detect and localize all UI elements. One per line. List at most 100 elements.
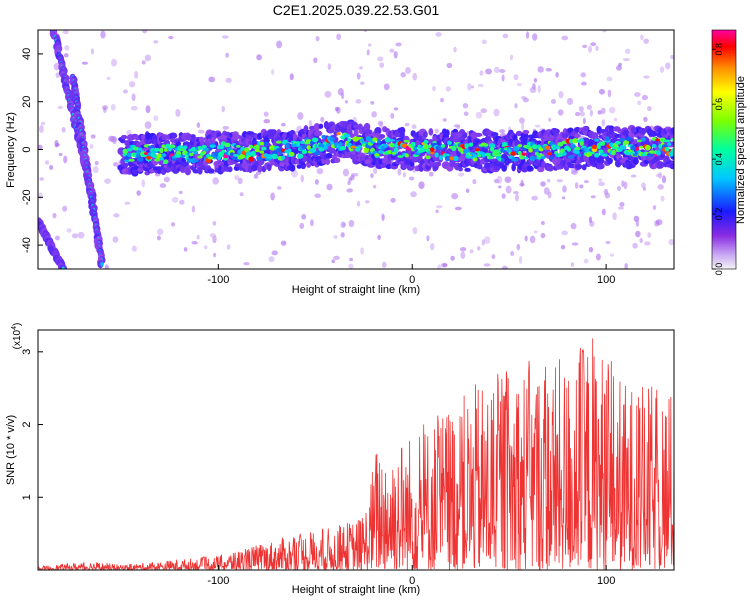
heatmap-cell [197, 155, 203, 159]
heatmap-speckle [499, 129, 506, 134]
heatmap-cell [296, 164, 302, 169]
heatmap-cell [363, 149, 369, 154]
heatmap-speckle [516, 243, 521, 251]
heatmap-speckle [598, 178, 603, 182]
heatmap-cell [159, 147, 164, 154]
heatmap-speckle [320, 116, 325, 123]
heatmap-speckle [501, 193, 506, 199]
heatmap-cell [343, 133, 351, 138]
heatmap-speckle [498, 185, 502, 189]
heatmap-speckle [110, 104, 116, 111]
heatmap-speckle [271, 250, 278, 256]
heatmap-cell [594, 138, 600, 142]
heatmap-speckle [196, 122, 201, 128]
heatmap-cell [546, 164, 555, 172]
heatmap-speckle [514, 103, 518, 109]
heatmap-speckle [465, 188, 470, 193]
heatmap-speckle [243, 262, 250, 266]
heatmap-speckle [377, 234, 381, 240]
heatmap-speckle [469, 249, 474, 254]
heatmap-cell [453, 135, 461, 143]
heatmap-speckle [655, 173, 663, 178]
heatmap-speckle [440, 97, 444, 103]
spectrogram-y-tick-label: 0 [21, 146, 33, 152]
heatmap-cell [476, 163, 483, 170]
heatmap-speckle [77, 231, 85, 239]
heatmap-speckle [550, 98, 557, 105]
heatmap-speckle [451, 192, 459, 200]
heatmap-speckle [582, 44, 588, 49]
heatmap-cell [434, 161, 442, 167]
heatmap-cell [244, 147, 250, 152]
heatmap-speckle [123, 89, 128, 94]
heatmap-speckle [647, 106, 652, 112]
heatmap-cell [567, 155, 575, 159]
heatmap-cell [474, 132, 483, 137]
heatmap-speckle [426, 235, 430, 242]
heatmap-cell [221, 149, 226, 154]
snr-x-tick-label: -100 [207, 575, 229, 587]
heatmap-cell [391, 151, 397, 155]
heatmap-cell [630, 145, 636, 151]
heatmap-cell [267, 163, 272, 172]
heatmap-speckle [598, 181, 605, 187]
heatmap-speckle [504, 176, 512, 184]
heatmap-speckle [379, 62, 385, 68]
heatmap-speckle [571, 170, 578, 176]
heatmap-speckle [348, 177, 353, 182]
heatmap-cell [163, 159, 169, 165]
heatmap-speckle [540, 221, 545, 226]
snr-y-tick-label: 3 [21, 349, 33, 355]
heatmap-speckle [434, 128, 440, 134]
heatmap-speckle [131, 245, 138, 252]
spectrogram-x-ticks: -100 0 100 [207, 264, 615, 286]
heatmap-speckle [529, 86, 537, 93]
heatmap-speckle [327, 63, 332, 71]
heatmap-cell [306, 145, 311, 150]
heatmap-cell [515, 139, 521, 146]
heatmap-speckle [402, 172, 407, 178]
heatmap-speckle [475, 111, 483, 119]
heatmap-cell [411, 157, 418, 163]
heatmap-speckle [226, 244, 231, 250]
heatmap-speckle [571, 242, 579, 246]
spectrogram-panel: -100 0 100 -40 -20 0 20 40 Height of straight … [5, 29, 675, 296]
heatmap-speckle [40, 121, 46, 126]
heatmap-speckle [579, 184, 584, 189]
heatmap-cell [481, 152, 487, 158]
heatmap-speckle [112, 136, 117, 145]
heatmap-cell [632, 153, 638, 157]
heatmap-speckle [371, 111, 377, 118]
heatmap-cell [635, 146, 640, 151]
heatmap-speckle [453, 124, 461, 128]
heatmap-speckle [642, 187, 647, 191]
colorbar-label: Normalized spectral amplitude [735, 76, 747, 224]
heatmap-cell [181, 161, 189, 167]
heatmap-cell [136, 150, 141, 156]
heatmap-cell [350, 145, 357, 149]
heatmap-speckle [613, 117, 618, 122]
heatmap-cell [309, 147, 317, 154]
heatmap-speckle [595, 45, 599, 51]
colorbar-tick-label: 0.6 [714, 98, 724, 111]
heatmap-speckle [348, 263, 354, 269]
heatmap-cell [269, 159, 275, 166]
heatmap-speckle [405, 67, 411, 74]
heatmap-speckle [271, 68, 275, 75]
heatmap-speckle [141, 60, 146, 65]
heatmap-speckle [175, 108, 181, 117]
heatmap-cell [245, 151, 253, 157]
heatmap-cell [175, 154, 182, 158]
heatmap-speckle [159, 183, 167, 188]
heatmap-cell [132, 146, 140, 151]
heatmap-cell [600, 141, 606, 146]
heatmap-speckle [49, 165, 54, 170]
heatmap-cell [330, 141, 335, 145]
heatmap-speckle [575, 111, 580, 117]
heatmap-speckle [579, 111, 585, 117]
heatmap-speckle [635, 230, 641, 238]
heatmap-speckle [222, 125, 229, 130]
heatmap-cell [669, 162, 674, 169]
heatmap-speckle [342, 168, 350, 177]
heatmap-speckle [39, 177, 44, 181]
